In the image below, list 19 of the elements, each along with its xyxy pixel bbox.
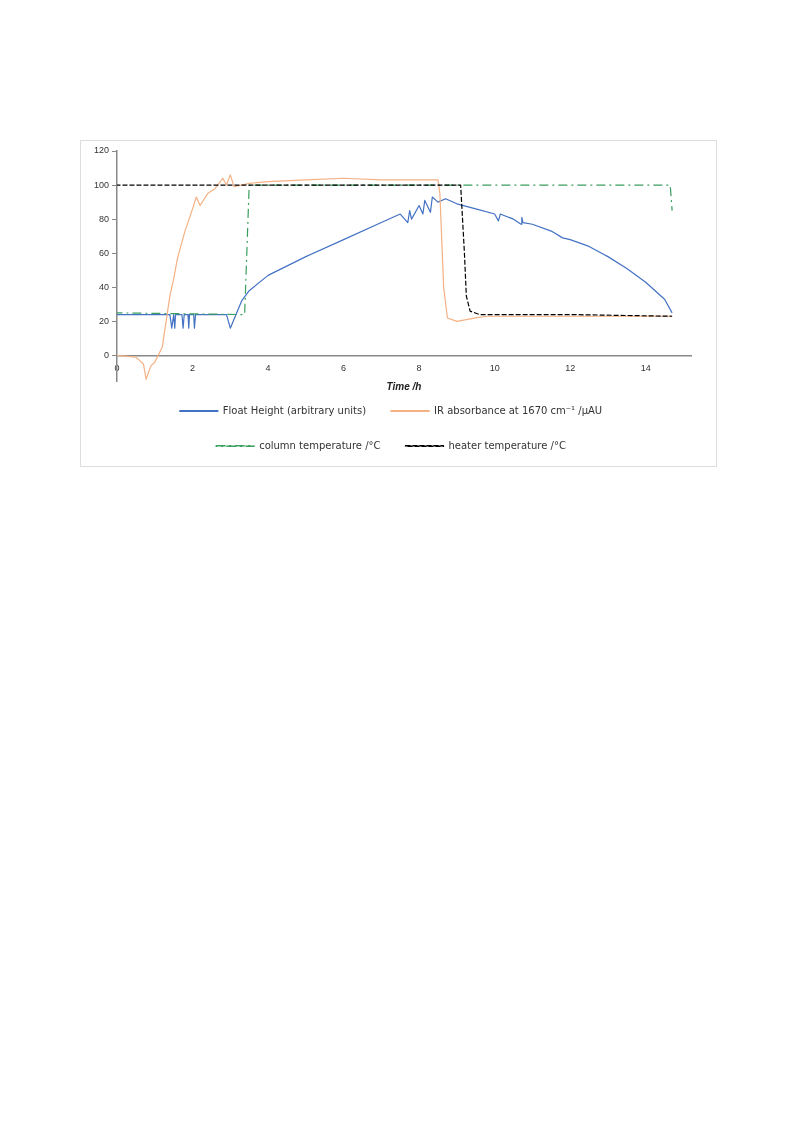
legend-label: heater temperature /°C <box>448 439 566 451</box>
x-tick-label: 8 <box>416 363 422 374</box>
legend-label: IR absorbance at 1670 cm⁻¹ /µAU <box>434 404 603 416</box>
legend-label: Float Height (arbitrary units) <box>222 404 367 416</box>
y-tick-label: 80 <box>99 213 110 224</box>
x-axis-title: Time /h <box>386 380 422 392</box>
y-tick-label: 0 <box>104 349 110 360</box>
x-tick-label: 6 <box>341 363 347 374</box>
legend-label: column temperature /°C <box>259 439 381 451</box>
y-tick-label: 20 <box>99 315 110 326</box>
x-tick-label: 2 <box>190 363 196 374</box>
x-tick-label: 4 <box>265 363 271 374</box>
y-tick-label: 120 <box>93 145 110 156</box>
y-tick-label: 100 <box>93 179 110 190</box>
x-tick-label: 10 <box>489 363 500 374</box>
x-tick-label: 12 <box>565 363 576 374</box>
y-tick-label: 40 <box>99 281 110 292</box>
y-tick-label: 60 <box>99 247 110 258</box>
x-tick-label: 14 <box>640 363 651 374</box>
